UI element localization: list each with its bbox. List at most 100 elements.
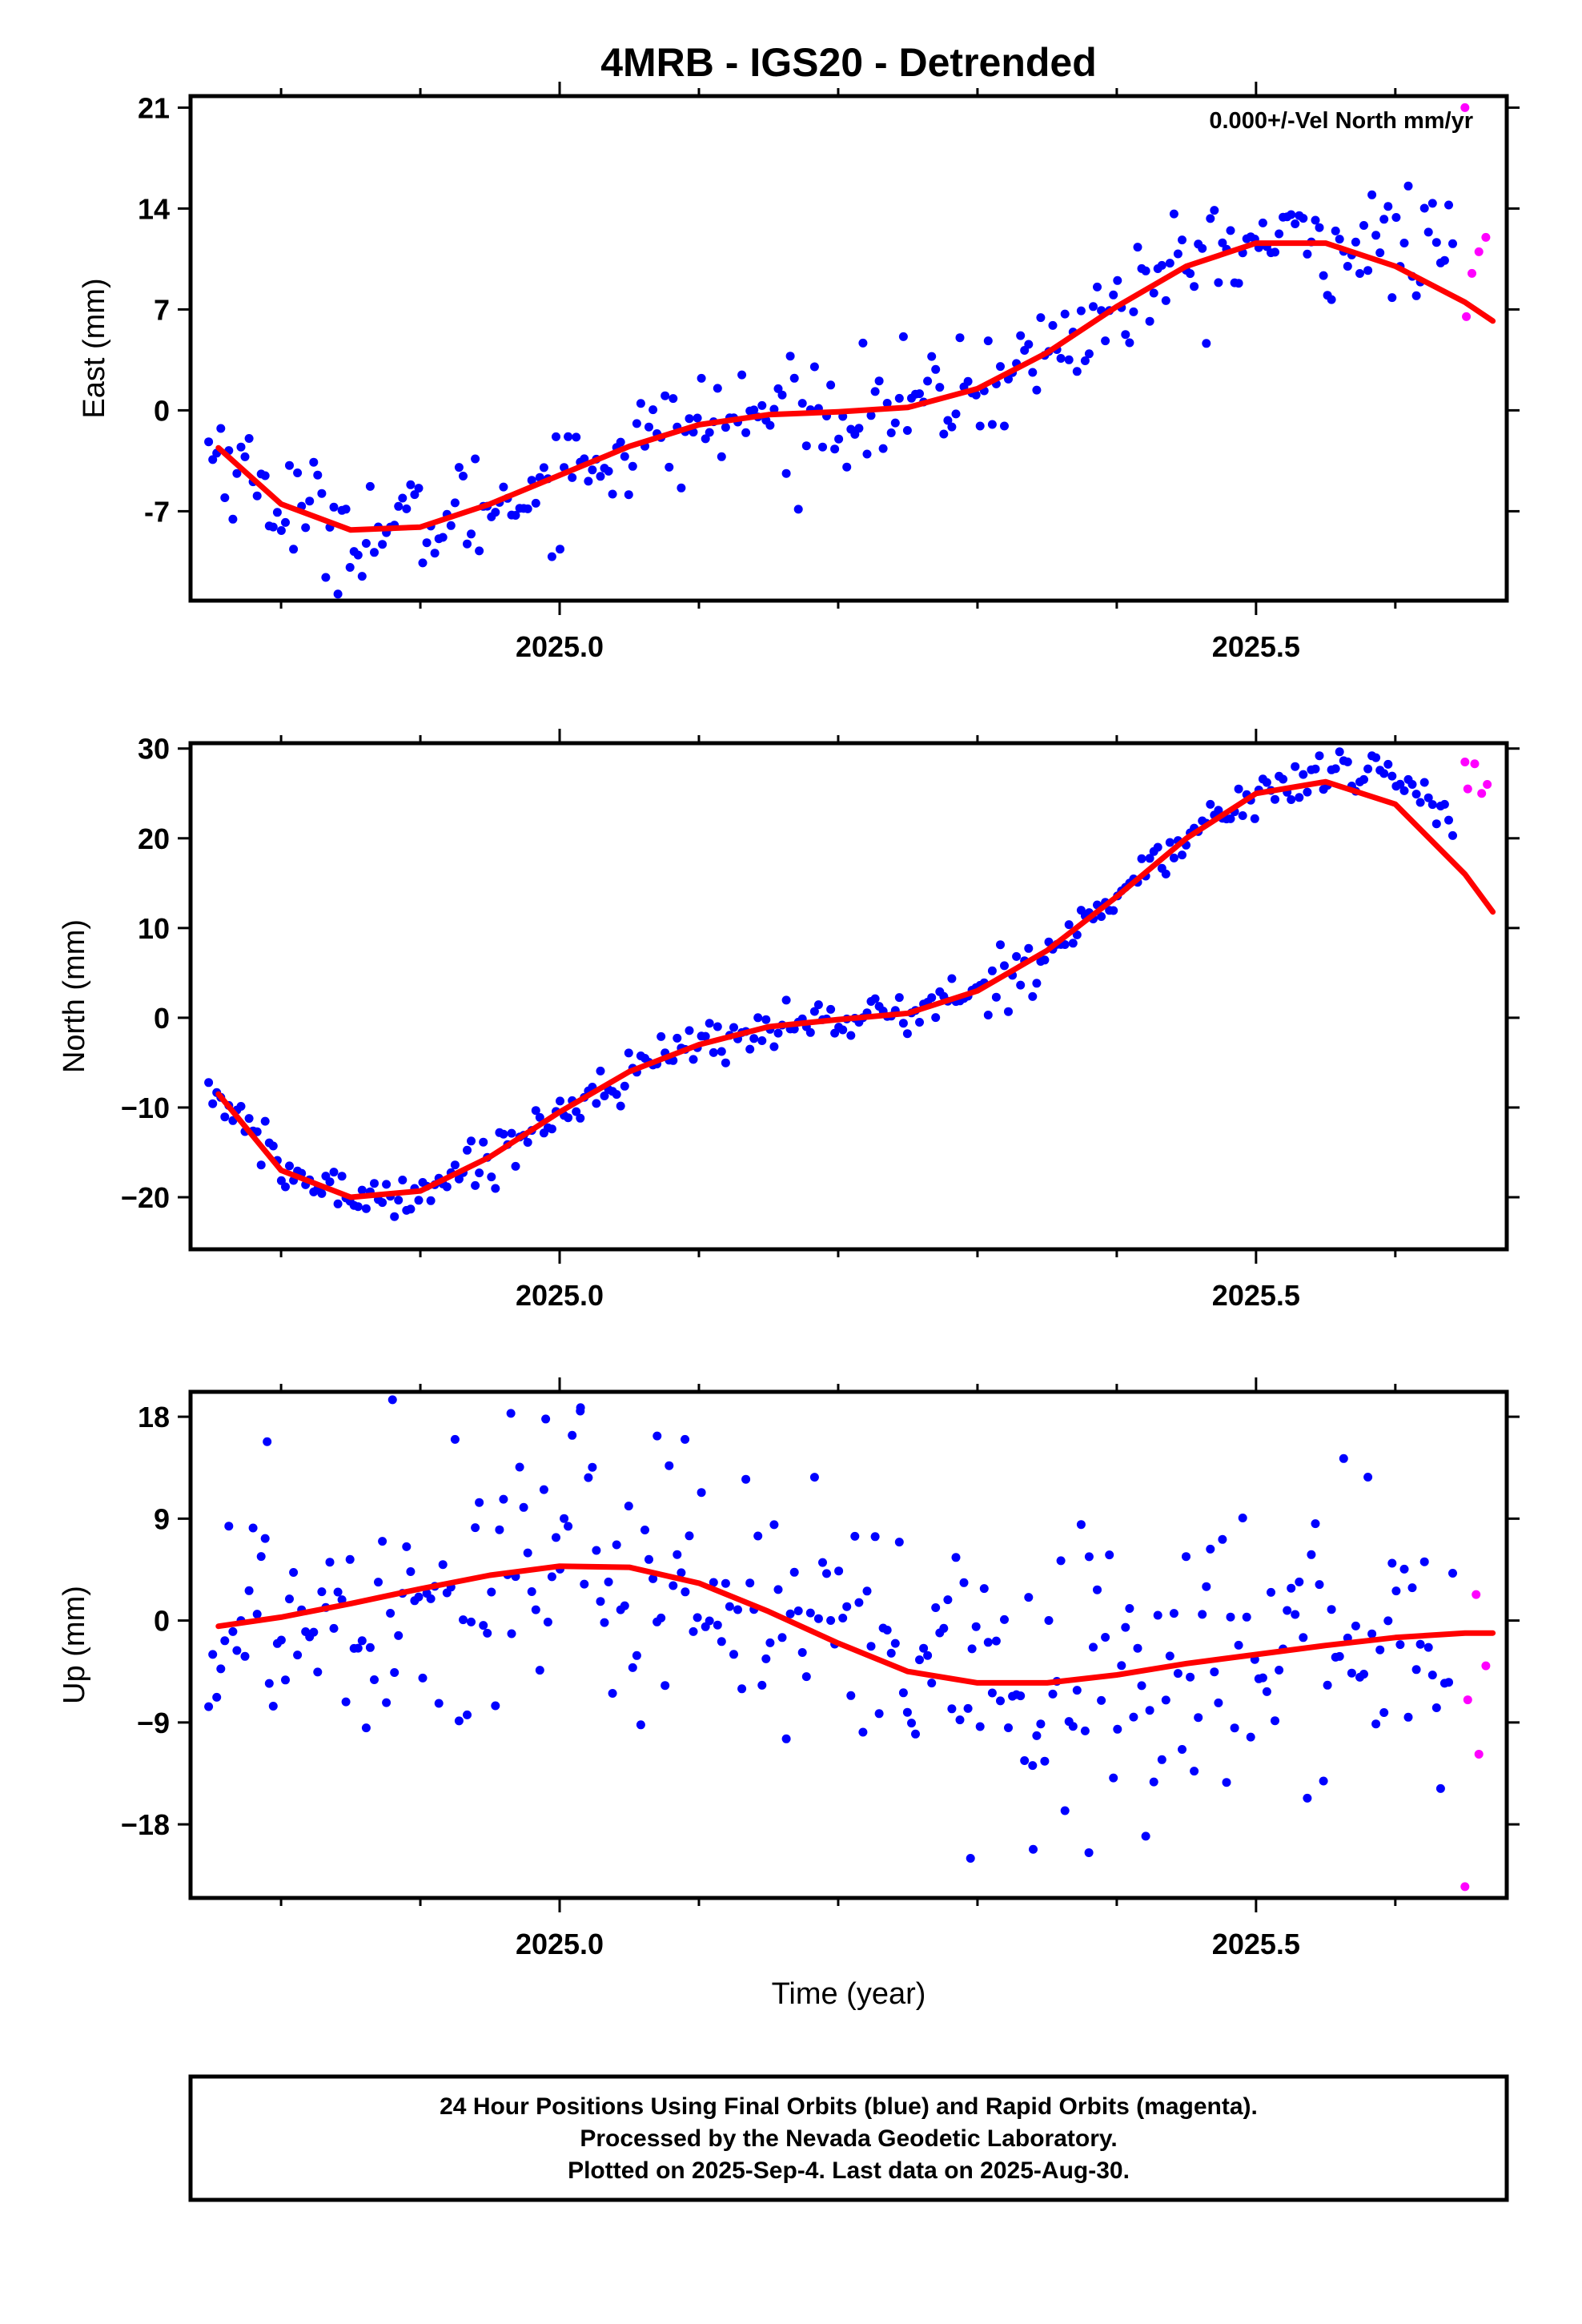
up-rapid-orbit-point — [1472, 1590, 1481, 1599]
north-final-orbit-point — [1439, 799, 1449, 809]
up-final-orbit-point — [1271, 1716, 1279, 1726]
north-ytick-label: 10 — [138, 912, 170, 945]
up-final-orbit-point — [1238, 1514, 1247, 1522]
east-final-orbit-point — [777, 390, 787, 400]
up-final-orbit-point — [390, 1668, 400, 1677]
up-final-orbit-point — [1367, 1629, 1377, 1638]
up-final-orbit-point — [1202, 1582, 1211, 1591]
up-final-orbit-point — [1153, 1610, 1162, 1620]
north-final-orbit-point — [781, 995, 791, 1005]
up-final-orbit-point — [285, 1594, 294, 1604]
up-final-orbit-point — [971, 1622, 981, 1631]
up-final-orbit-point — [1178, 1745, 1186, 1754]
east-final-orbit-point — [293, 468, 303, 477]
east-final-orbit-point — [781, 468, 791, 478]
north-final-orbit-point — [1271, 794, 1279, 804]
up-final-orbit-point — [406, 1567, 416, 1576]
east-final-orbit-point — [1419, 203, 1429, 213]
east-final-orbit-point — [357, 572, 367, 581]
east-final-orbit-point — [1311, 215, 1320, 225]
up-final-orbit-point — [580, 1579, 589, 1589]
up-y-axis-label: Up (mm) — [58, 1586, 91, 1704]
up-final-orbit-point — [866, 1642, 876, 1651]
up-final-orbit-point — [1161, 1695, 1170, 1705]
east-final-orbit-point — [915, 389, 924, 399]
up-final-orbit-point — [1113, 1724, 1122, 1734]
east-final-orbit-point — [511, 511, 520, 520]
up-final-orbit-point — [697, 1488, 706, 1498]
north-final-orbit-point — [370, 1179, 379, 1188]
east-final-orbit-point — [410, 490, 420, 500]
up-ytick-label: 18 — [138, 1401, 170, 1433]
north-final-orbit-point — [1206, 799, 1215, 809]
east-final-orbit-point — [1335, 235, 1344, 244]
north-final-orbit-point — [208, 1099, 218, 1108]
up-final-orbit-point — [1283, 1606, 1292, 1615]
up-final-orbit-point — [220, 1636, 230, 1646]
north-final-orbit-point — [479, 1137, 488, 1147]
east-final-orbit-point — [301, 523, 311, 533]
up-final-orbit-point — [1084, 1552, 1094, 1562]
up-final-orbit-point — [1105, 1550, 1114, 1560]
up-final-orbit-point — [927, 1679, 937, 1688]
north-final-orbit-point — [1032, 979, 1042, 988]
north-final-orbit-point — [1379, 769, 1389, 778]
north-final-orbit-point — [236, 1102, 246, 1111]
up-final-orbit-point — [568, 1430, 577, 1440]
east-final-orbit-point — [620, 452, 629, 461]
east-final-orbit-point — [1287, 210, 1296, 219]
east-final-orbit-point — [1024, 340, 1034, 349]
east-final-orbit-point — [1186, 269, 1195, 279]
east-final-orbit-point — [499, 482, 508, 492]
east-final-orbit-point — [830, 444, 840, 454]
north-final-orbit-point — [898, 1019, 908, 1028]
east-final-orbit-point — [1056, 354, 1066, 363]
up-final-orbit-point — [1363, 1473, 1373, 1482]
up-final-orbit-point — [761, 1654, 771, 1663]
east-final-orbit-point — [737, 370, 747, 380]
north-final-orbit-point — [1303, 787, 1312, 797]
up-final-orbit-point — [1267, 1587, 1275, 1597]
up-final-orbit-point — [1032, 1731, 1042, 1740]
up-final-orbit-point — [681, 1434, 690, 1444]
east-final-orbit-point — [422, 538, 432, 548]
up-final-orbit-point — [874, 1709, 884, 1719]
east-final-orbit-point — [471, 454, 480, 464]
east-final-orbit-point — [1133, 243, 1142, 252]
up-final-orbit-point — [1383, 1616, 1393, 1626]
footer-line-1: 24 Hour Positions Using Final Orbits (bl… — [440, 2093, 1258, 2120]
north-final-orbit-point — [467, 1136, 476, 1146]
up-final-orbit-point — [1206, 1544, 1215, 1554]
north-final-orbit-point — [1072, 930, 1082, 939]
east-final-orbit-point — [321, 573, 331, 582]
up-final-orbit-point — [656, 1613, 666, 1622]
north-final-orbit-point — [511, 1161, 520, 1171]
up-final-orbit-point — [1125, 1604, 1134, 1613]
up-final-orbit-point — [1101, 1633, 1110, 1642]
up-final-orbit-point — [1242, 1612, 1251, 1622]
east-final-orbit-point — [313, 470, 323, 480]
east-final-orbit-point — [902, 426, 912, 435]
north-final-orbit-point — [1178, 850, 1186, 860]
east-final-orbit-point — [1113, 275, 1122, 285]
up-final-orbit-point — [640, 1526, 649, 1534]
up-model-fit-line — [215, 1563, 1496, 1686]
north-final-orbit-point — [329, 1168, 339, 1177]
north-final-orbit-point — [749, 1034, 759, 1043]
up-final-orbit-point — [1093, 1585, 1102, 1594]
up-final-orbit-point — [673, 1550, 682, 1559]
up-final-orbit-point — [600, 1618, 609, 1627]
up-final-orbit-point — [604, 1577, 613, 1586]
east-final-orbit-point — [1028, 368, 1038, 377]
east-final-orbit-point — [1101, 336, 1110, 346]
up-final-orbit-point — [1194, 1713, 1203, 1723]
up-final-orbit-point — [1097, 1695, 1106, 1705]
north-final-orbit-point — [1359, 774, 1368, 784]
east-final-orbit-point — [1423, 227, 1433, 237]
up-final-orbit-point — [1109, 1773, 1118, 1783]
east-final-orbit-point — [1363, 266, 1373, 275]
up-final-orbit-point — [309, 1627, 319, 1637]
east-final-orbit-point — [1391, 213, 1401, 222]
up-final-orbit-point — [506, 1409, 516, 1418]
north-final-orbit-point — [333, 1199, 343, 1208]
